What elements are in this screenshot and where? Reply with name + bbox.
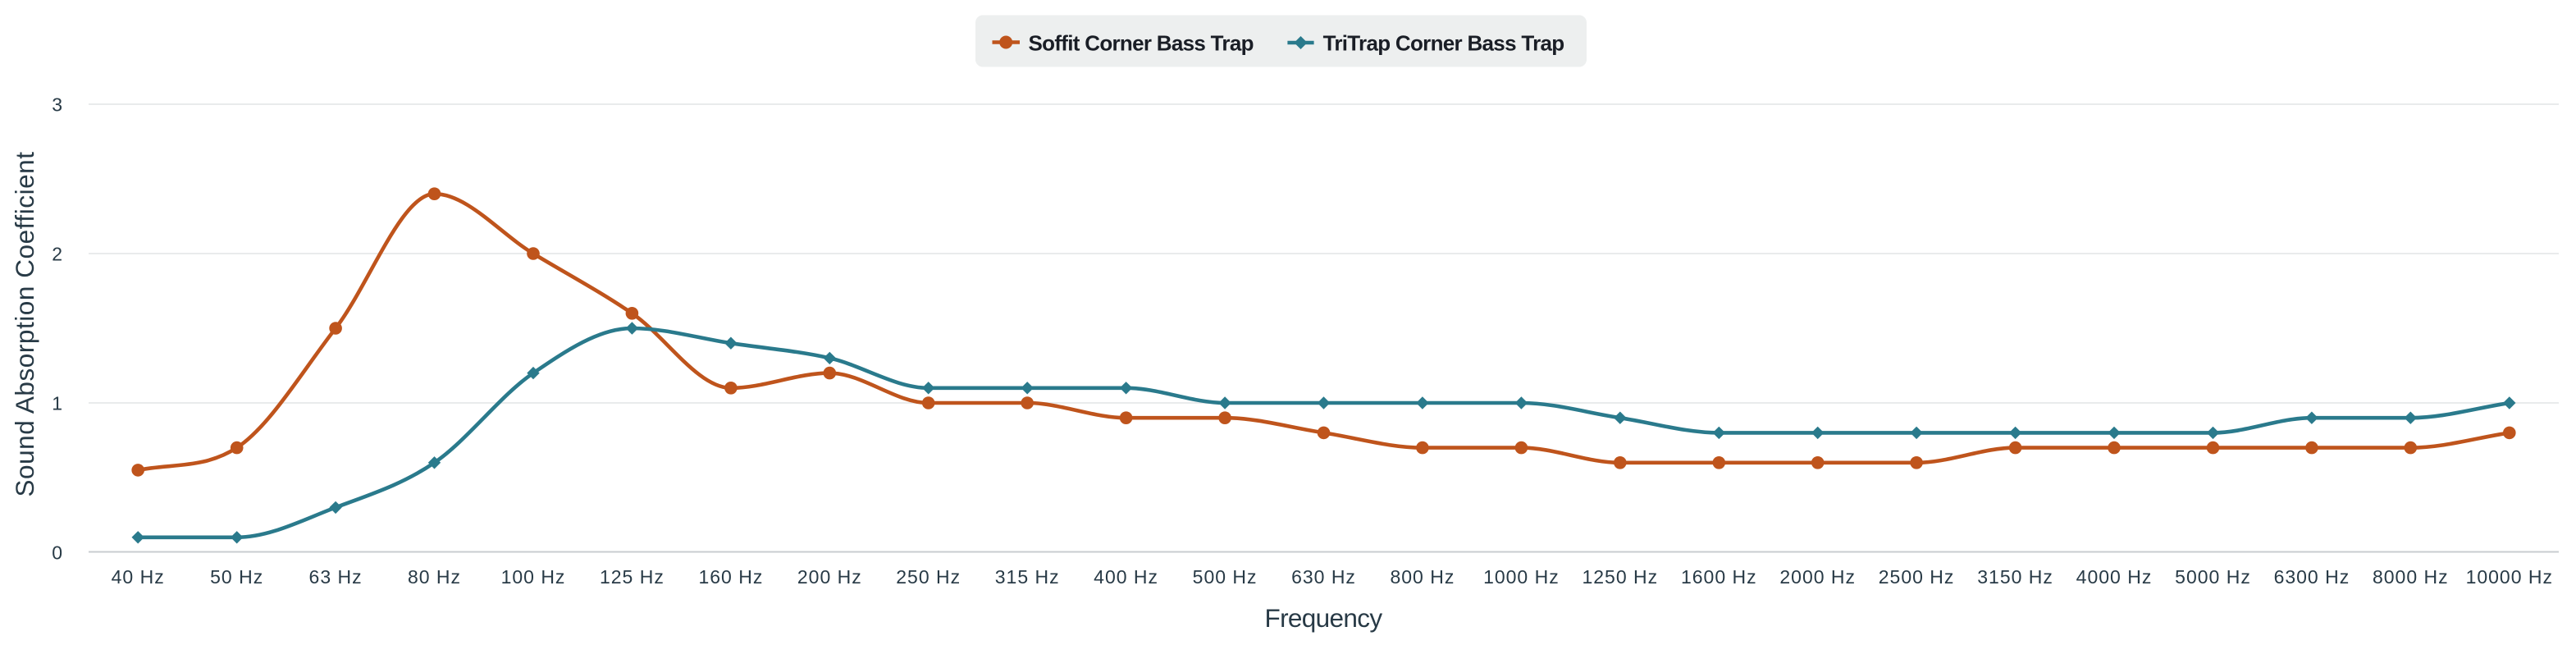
svg-text:2: 2	[52, 243, 63, 264]
svg-text:100 Hz: 100 Hz	[501, 566, 566, 588]
svg-text:10000 Hz: 10000 Hz	[2466, 566, 2553, 588]
svg-text:63 Hz: 63 Hz	[309, 566, 363, 588]
svg-text:2000 Hz: 2000 Hz	[1779, 566, 1856, 588]
svg-text:1250 Hz: 1250 Hz	[1582, 566, 1658, 588]
svg-text:250 Hz: 250 Hz	[896, 566, 961, 588]
svg-text:50 Hz: 50 Hz	[210, 566, 263, 588]
svg-text:3: 3	[52, 94, 63, 115]
svg-text:630 Hz: 630 Hz	[1291, 566, 1356, 588]
svg-text:8000 Hz: 8000 Hz	[2373, 566, 2449, 588]
svg-text:4000 Hz: 4000 Hz	[2076, 566, 2153, 588]
svg-text:40 Hz: 40 Hz	[112, 566, 165, 588]
svg-text:0: 0	[52, 542, 63, 563]
svg-text:5000 Hz: 5000 Hz	[2175, 566, 2251, 588]
svg-text:125 Hz: 125 Hz	[600, 566, 665, 588]
svg-text:TriTrap Corner Bass Trap: TriTrap Corner Bass Trap	[1323, 31, 1564, 56]
svg-text:500 Hz: 500 Hz	[1193, 566, 1258, 588]
svg-text:800 Hz: 800 Hz	[1390, 566, 1455, 588]
svg-text:Sound Absorption Coefficient: Sound Absorption Coefficient	[10, 151, 39, 496]
svg-text:Frequency: Frequency	[1265, 603, 1383, 633]
svg-text:6300 Hz: 6300 Hz	[2274, 566, 2350, 588]
svg-text:1600 Hz: 1600 Hz	[1681, 566, 1757, 588]
svg-text:80 Hz: 80 Hz	[408, 566, 461, 588]
svg-text:3150 Hz: 3150 Hz	[1977, 566, 2053, 588]
svg-text:400 Hz: 400 Hz	[1094, 566, 1158, 588]
svg-text:Soffit Corner Bass Trap: Soffit Corner Bass Trap	[1029, 31, 1254, 56]
svg-text:315 Hz: 315 Hz	[995, 566, 1060, 588]
svg-text:1: 1	[52, 392, 63, 414]
svg-text:1000 Hz: 1000 Hz	[1483, 566, 1560, 588]
svg-text:160 Hz: 160 Hz	[698, 566, 763, 588]
svg-text:200 Hz: 200 Hz	[797, 566, 862, 588]
svg-text:2500 Hz: 2500 Hz	[1879, 566, 1955, 588]
